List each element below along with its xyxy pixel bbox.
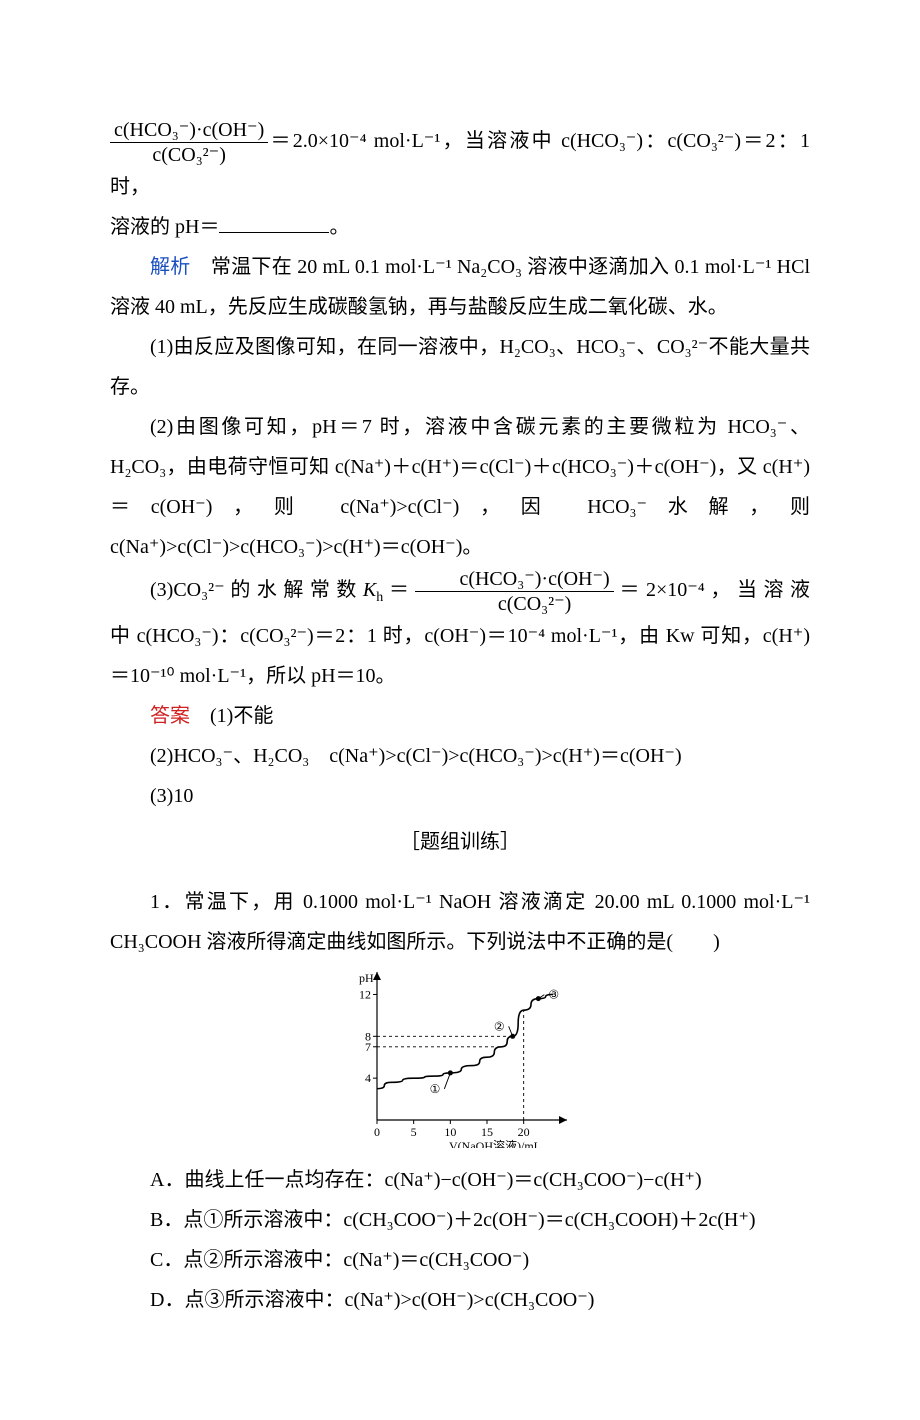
- cont-line2: 溶液的 pH＝ 。: [110, 207, 810, 247]
- svg-text:0: 0: [374, 1125, 380, 1139]
- daan-line1: 答案 (1)不能: [110, 696, 810, 736]
- svg-text:15: 15: [481, 1125, 493, 1139]
- kh-K: K: [363, 579, 376, 601]
- q1-optC: C．点②所示溶液中：c(Na⁺)＝c(CH₃COO⁻): [110, 1240, 810, 1280]
- q1-optD: D．点③所示溶液中：c(Na⁺)>c(OH⁻)>c(CH₃COO⁻): [110, 1280, 810, 1320]
- jiexi-p3a: (3)CO₃²⁻ 的 水 解 常 数: [150, 579, 363, 601]
- svg-text:5: 5: [411, 1125, 417, 1139]
- kh-fraction: c(HCO₃⁻)·c(OH⁻) c(CO₃²⁻): [415, 567, 613, 616]
- q1-optB: B．点①所示溶液中：c(CH₃COO⁻)＋2c(OH⁻)＝c(CH₃COOH)＋…: [110, 1200, 810, 1240]
- svg-text:10: 10: [444, 1125, 456, 1139]
- daan-a3: (3)10: [110, 776, 810, 816]
- svg-text:V(NaOH溶液)/mL: V(NaOH溶液)/mL: [449, 1138, 541, 1148]
- frac-den: c(CO₃²⁻): [110, 143, 268, 167]
- jiexi-p3: (3)CO₃²⁻ 的 水 解 常 数 Kh ＝ c(HCO₃⁻)·c(OH⁻) …: [110, 567, 810, 696]
- svg-text:4: 4: [365, 1071, 371, 1085]
- daan-a1: (1)不能: [190, 705, 273, 727]
- svg-text:8: 8: [365, 1029, 371, 1043]
- daan-a2: (2)HCO₃⁻、H₂CO₃ c(Na⁺)>c(Cl⁻)>c(HCO₃⁻)>c(…: [110, 736, 810, 776]
- svg-text:②: ②: [494, 1019, 505, 1033]
- kh-frac-den: c(CO₃²⁻): [415, 592, 613, 616]
- jiexi-p2: (2)由图像可知，pH＝7 时，溶液中含碳元素的主要微粒为 HCO₃⁻、H₂CO…: [110, 407, 810, 567]
- svg-text:pH: pH: [359, 972, 374, 985]
- period: 。: [329, 216, 349, 238]
- ph-eq-label: 溶液的 pH＝: [110, 216, 219, 238]
- daan-label: 答案: [150, 705, 190, 727]
- svg-text:③: ③: [548, 988, 559, 1002]
- jiexi-p0: 解析 常温下在 20 mL 0.1 mol·L⁻¹ Na₂CO₃ 溶液中逐滴加入…: [110, 247, 810, 327]
- section-header: ［题组训练］: [110, 822, 810, 862]
- frac-num: c(HCO₃⁻)·c(OH⁻): [110, 118, 268, 143]
- fraction-kh: c(HCO₃⁻)·c(OH⁻) c(CO₃²⁻): [110, 118, 268, 167]
- kh-frac-num: c(HCO₃⁻)·c(OH⁻): [415, 567, 613, 592]
- blank-fill: [219, 212, 329, 233]
- titration-curve-chart: 4781205101520pHV(NaOH溶液)/mL①②③: [339, 972, 581, 1148]
- svg-text:12: 12: [359, 987, 371, 1001]
- q1-optA: A．曲线上任一点均存在：c(Na⁺)−c(OH⁻)＝c(CH₃COO⁻)−c(H…: [110, 1160, 810, 1200]
- svg-text:20: 20: [518, 1125, 530, 1139]
- jiexi-eq1: ＝: [383, 579, 415, 601]
- q1-stem: 1．常温下，用 0.1000 mol·L⁻¹ NaOH 溶液滴定 20.00 m…: [110, 882, 810, 962]
- jiexi-label: 解析: [150, 256, 191, 278]
- jiexi-text0: 常温下在 20 mL 0.1 mol·L⁻¹ Na₂CO₃ 溶液中逐滴加入 0.…: [110, 256, 810, 318]
- jiexi-p3b: c(HCO₃⁻)：c(CO₃²⁻)＝2：1 时，c(OH⁻)＝10⁻⁴ mol·…: [110, 625, 810, 687]
- cont-equation: c(HCO₃⁻)·c(OH⁻) c(CO₃²⁻) ＝2.0×10⁻⁴ mol·L…: [110, 118, 810, 207]
- jiexi-p1: (1)由反应及图像可知，在同一溶液中，H₂CO₃、HCO₃⁻、CO₃²⁻不能大量…: [110, 327, 810, 407]
- svg-text:①: ①: [430, 1082, 441, 1096]
